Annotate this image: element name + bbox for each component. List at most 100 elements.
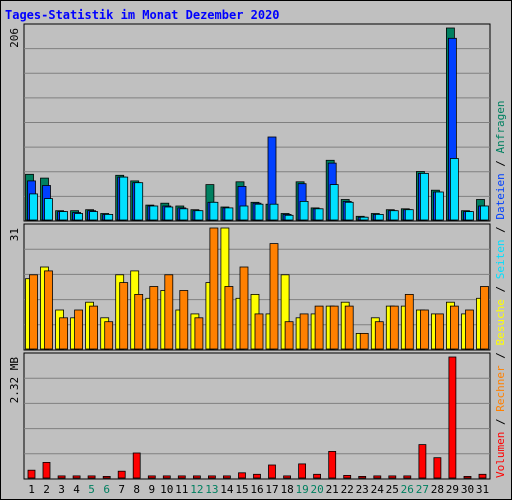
bar-seiten-day-18 bbox=[284, 214, 294, 221]
bar-seiten-day-20 bbox=[314, 208, 324, 221]
bar-rechner-day-8 bbox=[134, 293, 144, 350]
bar-rechner-day-5 bbox=[89, 305, 98, 350]
x-tick-label-day-20: 20 bbox=[310, 483, 323, 496]
x-tick-label-day-29: 29 bbox=[446, 483, 459, 496]
bar-seiten-day-9 bbox=[149, 205, 159, 221]
bar-volumen-day-23 bbox=[358, 475, 367, 479]
bar-seiten-day-15 bbox=[239, 205, 249, 221]
bar-rechner-day-25 bbox=[389, 305, 399, 350]
bar-seiten-day-7 bbox=[119, 176, 129, 221]
x-tick-label-day-5: 5 bbox=[88, 483, 95, 496]
x-tick-label-day-15: 15 bbox=[235, 483, 248, 496]
bar-volumen-day-21 bbox=[328, 450, 337, 479]
x-tick-label-day-8: 8 bbox=[133, 483, 140, 496]
x-tick-label-day-18: 18 bbox=[280, 483, 293, 496]
bar-rechner-day-26 bbox=[404, 293, 414, 350]
legend-entry-volumen: Volumen bbox=[494, 432, 507, 478]
x-tick-label-day-25: 25 bbox=[386, 483, 399, 496]
y-max-label-volume: 2.32 MB bbox=[8, 357, 21, 404]
bar-rechner-day-19 bbox=[299, 313, 309, 350]
bar-seiten-day-3 bbox=[59, 211, 68, 221]
x-tick-label-day-28: 28 bbox=[431, 483, 444, 496]
bar-volumen-day-7 bbox=[117, 470, 126, 479]
bar-volumen-day-27 bbox=[418, 444, 427, 479]
bar-rechner-day-20 bbox=[314, 305, 324, 350]
bar-rechner-day-17 bbox=[269, 243, 279, 350]
bar-rechner-day-6 bbox=[104, 321, 114, 350]
bar-volumen-day-28 bbox=[433, 457, 442, 479]
x-tick-label-day-11: 11 bbox=[175, 483, 188, 496]
x-tick-label-day-14: 14 bbox=[220, 483, 234, 496]
x-tick-label-day-2: 2 bbox=[43, 483, 50, 496]
bar-rechner-day-9 bbox=[149, 286, 159, 350]
bar-rechner-day-3 bbox=[59, 317, 68, 350]
x-tick-label-day-16: 16 bbox=[250, 483, 263, 496]
bar-rechner-day-30 bbox=[465, 309, 474, 350]
bar-volumen-day-25 bbox=[388, 475, 397, 479]
bar-volumen-day-4 bbox=[72, 475, 81, 479]
bar-rechner-day-14 bbox=[224, 286, 234, 350]
legend-entry-anfragen: Anfragen bbox=[494, 100, 507, 153]
bar-volumen-day-17 bbox=[268, 464, 276, 479]
x-tick-label-day-3: 3 bbox=[58, 483, 65, 496]
y-max-label-requests: 206 bbox=[8, 28, 21, 48]
x-tick-label-day-9: 9 bbox=[148, 483, 155, 496]
bar-rechner-day-18 bbox=[284, 321, 294, 350]
bar-rechner-day-29 bbox=[449, 305, 459, 350]
legend: Volumen / Rechner / Besuche / Seiten / D… bbox=[494, 100, 507, 478]
x-tick-label-day-27: 27 bbox=[416, 483, 429, 496]
bar-seiten-day-28 bbox=[434, 191, 444, 221]
bar-volumen-day-26 bbox=[403, 475, 412, 479]
bar-volumen-day-9 bbox=[147, 475, 156, 479]
bar-rechner-day-4 bbox=[74, 309, 83, 350]
x-tick-label-day-22: 22 bbox=[341, 483, 354, 496]
x-tick-label-day-4: 4 bbox=[73, 483, 80, 496]
x-tick-label-day-23: 23 bbox=[356, 483, 369, 496]
bar-seiten-day-13 bbox=[209, 201, 219, 221]
x-axis: 1 2 3 4 5 6 7 8 9 10 11 12 13 14 15 16 17 18 19 20 21 22 23 24 2… bbox=[28, 483, 489, 496]
bar-volumen-day-5 bbox=[87, 475, 96, 479]
bar-rechner-day-16 bbox=[254, 313, 264, 350]
bar-volumen-day-2 bbox=[42, 461, 51, 479]
x-tick-label-day-6: 6 bbox=[103, 483, 110, 496]
bar-seiten-day-5 bbox=[89, 211, 98, 221]
bar-volumen-day-24 bbox=[373, 475, 382, 479]
legend-separator: / bbox=[494, 346, 507, 366]
bar-volumen-day-11 bbox=[177, 475, 186, 479]
bar-volumen-day-1 bbox=[27, 469, 36, 479]
x-tick-label-day-26: 26 bbox=[401, 483, 414, 496]
x-tick-label-day-31: 31 bbox=[476, 483, 489, 496]
bar-seiten-day-27 bbox=[419, 172, 429, 221]
bar-seiten-day-11 bbox=[179, 208, 189, 221]
legend-separator: / bbox=[494, 279, 507, 299]
bar-seiten-day-14 bbox=[224, 207, 234, 221]
bar-volumen-day-3 bbox=[57, 475, 66, 479]
bar-seiten-day-6 bbox=[104, 213, 114, 221]
bar-seiten-day-1 bbox=[29, 193, 38, 221]
bar-volumen-day-8 bbox=[132, 452, 141, 479]
bar-seiten-day-25 bbox=[389, 210, 399, 221]
bar-volumen-day-13 bbox=[207, 475, 216, 479]
bar-seiten-day-4 bbox=[74, 213, 83, 221]
panels-layer: 206 31 2.32 MB bbox=[8, 23, 491, 480]
bar-seiten-day-16 bbox=[254, 203, 264, 221]
bar-rechner-day-10 bbox=[164, 274, 174, 350]
legend-entry-rechner: Rechner bbox=[494, 365, 507, 412]
bar-volumen-day-30 bbox=[463, 475, 472, 479]
bar-rechner-day-21 bbox=[329, 305, 339, 350]
legend-entry-besuche: Besuche bbox=[494, 299, 507, 345]
legend-entry-dateien: Dateien bbox=[494, 173, 507, 219]
bar-seiten-day-21 bbox=[329, 184, 339, 221]
bar-volumen-day-20 bbox=[313, 473, 322, 479]
panel-frame bbox=[23, 352, 491, 480]
bar-seiten-day-26 bbox=[404, 209, 414, 221]
x-tick-label-day-24: 24 bbox=[371, 483, 385, 496]
bar-seiten-day-29 bbox=[449, 158, 459, 221]
x-tick-label-day-10: 10 bbox=[160, 483, 173, 496]
x-tick-label-day-7: 7 bbox=[118, 483, 125, 496]
bar-volumen-day-6 bbox=[102, 475, 111, 479]
bar-rechner-day-24 bbox=[374, 321, 384, 350]
bar-seiten-day-30 bbox=[465, 211, 474, 221]
bar-volumen-day-18 bbox=[283, 475, 292, 479]
